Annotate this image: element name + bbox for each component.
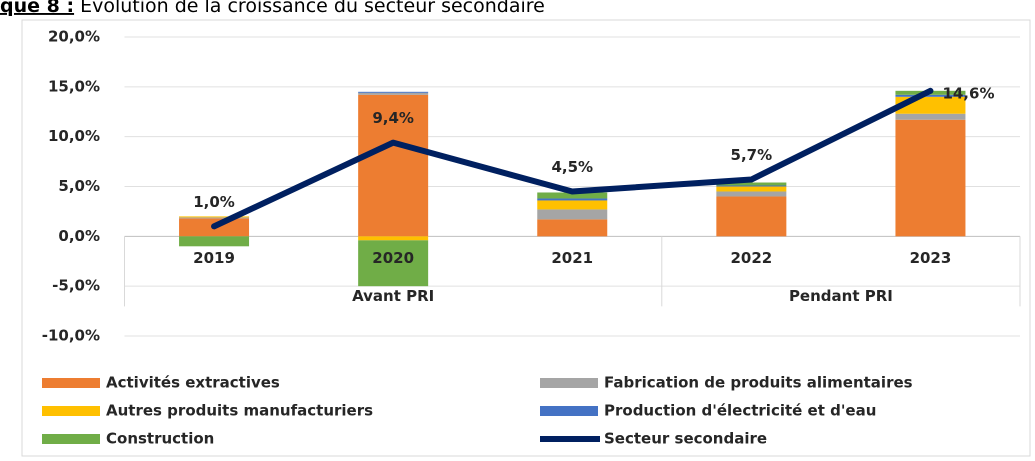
bar-segment	[895, 119, 966, 237]
legend-swatch	[540, 378, 598, 388]
y-tick-label: 0,0%	[58, 227, 100, 245]
legend-swatch	[42, 406, 100, 416]
legend-label: Production d'électricité et d'eau	[604, 402, 876, 420]
data-label: 4,5%	[551, 158, 593, 176]
bar-segment	[537, 200, 608, 210]
title-prefix: que 8 :	[0, 0, 74, 17]
y-tick-label: -10,0%	[42, 327, 100, 345]
y-tick-label: 5,0%	[58, 177, 100, 195]
bar-segment	[358, 91, 429, 93]
legend-label: Fabrication de produits alimentaires	[604, 374, 913, 392]
chart-title: que 8 : Évolution de la croissance du se…	[0, 0, 545, 17]
line-series	[211, 87, 934, 230]
data-label: 1,0%	[193, 193, 235, 211]
y-tick-label: 20,0%	[48, 28, 100, 46]
bar-segment	[358, 92, 429, 95]
bar-segment	[358, 240, 429, 287]
x-tick-label: 2022	[730, 249, 772, 267]
bar-segment	[716, 182, 787, 186]
legend-label: Construction	[106, 430, 214, 448]
bar-segment	[716, 185, 787, 187]
y-tick-label: 15,0%	[48, 77, 100, 95]
y-tick-label: 10,0%	[48, 127, 100, 145]
bar-segment	[537, 192, 608, 199]
bar-segment	[895, 94, 966, 97]
bar-segment	[716, 191, 787, 197]
bar-segment	[537, 219, 608, 237]
data-label: 9,4%	[372, 109, 414, 127]
data-label: 14,6%	[942, 84, 994, 102]
x-tick-label: 2023	[910, 249, 952, 267]
group-label: Pendant PRI	[789, 287, 893, 305]
bar-segment	[537, 209, 608, 220]
legend-swatch	[540, 406, 598, 416]
legend-swatch	[42, 378, 100, 388]
bar-segment	[179, 236, 250, 247]
title-text: Évolution de la croissance du secteur se…	[74, 0, 545, 17]
bar-segment	[358, 94, 429, 237]
x-tick-label: 2019	[193, 249, 235, 267]
group-label: Avant PRI	[352, 287, 434, 305]
bar-segment	[537, 198, 608, 201]
bar-segment	[716, 186, 787, 192]
bar-segment	[179, 217, 250, 219]
data-label: 5,7%	[731, 146, 773, 164]
bar-segment	[358, 236, 429, 241]
bar-segment	[179, 216, 250, 218]
legend-label: Activités extractives	[106, 374, 280, 392]
x-tick-label: 2020	[372, 249, 414, 267]
legend-label: Secteur secondaire	[604, 430, 767, 448]
x-tick-label: 2021	[551, 249, 593, 267]
bar-segment	[895, 113, 966, 120]
y-tick-label: -5,0%	[52, 277, 100, 295]
bar-segment	[716, 196, 787, 237]
legend-swatch	[42, 434, 100, 444]
legend-label: Autres produits manufacturiers	[106, 402, 373, 420]
